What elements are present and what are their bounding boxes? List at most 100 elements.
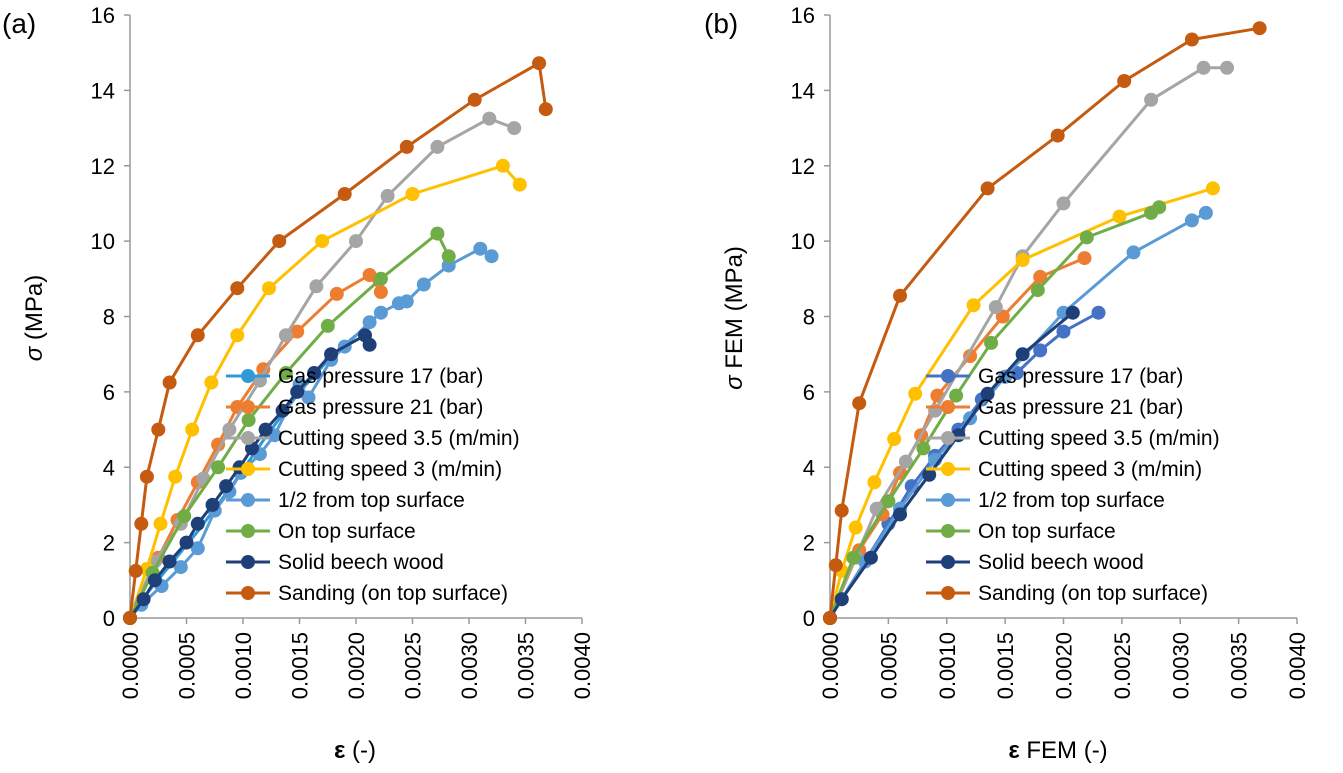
pa-data-point: [123, 611, 137, 625]
pa-legend-label: On top surface: [278, 520, 416, 543]
pb-x-tick-label: 0.0035: [1227, 632, 1252, 699]
pa-x-tick-label: 0.0035: [514, 632, 539, 699]
pa-data-point: [315, 234, 330, 249]
pb-x-tick-label: 0.0000: [818, 632, 843, 699]
panel-a-y-rest: (MPa): [21, 275, 48, 347]
pa-y-tick-label: 14: [91, 78, 115, 103]
pb-data-point: [1030, 283, 1045, 298]
pb-legend-swatch-marker: [941, 493, 955, 507]
pb-data-point: [1112, 209, 1127, 224]
pb-legend-entry: Gas pressure 17 (bar): [926, 365, 1183, 388]
pa-legend-entry: Cutting speed 3 (m/min): [226, 458, 502, 481]
pa-data-point: [190, 516, 205, 531]
panel-b-x-ticks: 0.0000 0.0005 0.0010 0.0015 0.0020 0.0025 0.00…: [818, 618, 1310, 699]
pb-data-point: [1065, 305, 1080, 320]
pa-data-point: [272, 234, 287, 249]
pb-data-point: [1220, 60, 1234, 75]
panel-b-x-title: ε FEM (-): [1008, 737, 1107, 764]
panel-b-y-rest: FEM (MPa): [721, 246, 748, 375]
panel-b-axes: [829, 15, 1297, 619]
pb-legend-entry: On top surface: [926, 520, 1116, 543]
pa-data-point: [362, 337, 377, 352]
pa-data-point: [162, 375, 177, 390]
pb-data-point: [998, 369, 1013, 384]
pb-series-6: [823, 305, 1080, 625]
pa-data-point: [301, 390, 316, 405]
pb-series-7: [823, 21, 1267, 625]
pb-data-point: [988, 300, 1003, 315]
pa-legend-entry: Solid beech wood: [226, 551, 444, 574]
pa-series-line: [128, 61, 548, 619]
pa-data-point: [512, 177, 527, 192]
panel-b-legend: Gas pressure 17 (bar) Gas pressure 21 (ba…: [926, 365, 1220, 605]
panel-b-label: (b): [704, 8, 738, 39]
pa-legend-label: Cutting speed 3 (m/min): [278, 458, 502, 481]
pa-legend-label: Gas pressure 17 (bar): [278, 365, 483, 388]
pb-legend-swatch-marker: [941, 462, 955, 476]
pb-data-point: [846, 550, 861, 565]
panel-a-x-title: ε (-): [334, 737, 376, 764]
pa-data-point: [380, 188, 395, 203]
pb-series-line: [828, 186, 1214, 619]
pa-data-point: [230, 328, 245, 343]
pb-data-point: [1033, 269, 1048, 284]
pb-y-tick-label: 0: [803, 606, 815, 631]
pa-y-tick-label: 0: [103, 606, 115, 631]
pb-legend-label: Cutting speed 3 (m/min): [978, 458, 1202, 481]
pa-data-point: [399, 294, 414, 309]
pa-data-point: [507, 121, 522, 136]
pa-legend-entry: Gas pressure 21 (bar): [226, 396, 483, 419]
pa-series-3: [123, 158, 527, 625]
pa-data-point: [349, 234, 363, 249]
pa-legend-label: Solid beech wood: [278, 551, 444, 574]
pa-legend-label: Gas pressure 21 (bar): [278, 396, 483, 419]
pb-data-point: [1033, 343, 1048, 358]
pa-data-point: [309, 279, 324, 294]
pb-data-point: [881, 494, 896, 509]
pb-legend-entry: 1/2 from top surface: [926, 489, 1165, 512]
panel-a-y-title: σ (MPa): [21, 275, 48, 361]
pa-data-point: [139, 469, 154, 484]
pa-data-point: [538, 102, 553, 117]
pb-data-point: [1252, 21, 1267, 36]
pa-data-point: [441, 249, 456, 264]
panel-a-legend: Gas pressure 17 (bar) Gas pressure 21 (ba…: [226, 365, 520, 605]
pa-data-point: [262, 281, 276, 296]
pa-data-point: [473, 241, 488, 256]
pb-legend-label: Gas pressure 17 (bar): [978, 365, 1183, 388]
pa-x-tick-label: 0.0005: [175, 632, 200, 699]
pa-data-point: [168, 469, 183, 484]
pb-data-point: [823, 611, 837, 625]
pb-data-point: [966, 298, 981, 313]
pb-data-point: [1050, 128, 1065, 143]
pa-data-point: [128, 563, 143, 578]
pa-data-point: [190, 541, 205, 556]
panel-a-y-ticks: 0 2 4 6 8 10 12 14 16: [91, 3, 130, 631]
pa-legend-label: Sanding (on top surface): [278, 582, 508, 605]
pb-data-point: [1056, 196, 1071, 211]
pb-data-point: [1198, 205, 1213, 220]
pa-data-point: [467, 92, 482, 107]
pa-data-point: [399, 139, 414, 154]
panel-b-y-title: σ FEM (MPa): [721, 246, 748, 390]
pa-legend-swatch-marker: [241, 462, 255, 476]
pb-data-point: [1117, 74, 1132, 88]
pa-legend-entry: Cutting speed 3.5 (m/min): [226, 427, 520, 450]
pb-legend-swatch-marker: [941, 431, 955, 445]
pb-legend-label: On top surface: [978, 520, 1116, 543]
pa-legend-swatch-marker: [241, 524, 255, 538]
pa-x-tick-label: 0.0015: [288, 632, 313, 699]
pa-legend-entry: Gas pressure 17 (bar): [226, 365, 483, 388]
pa-y-tick-label: 2: [103, 531, 115, 556]
pb-data-point: [898, 454, 913, 469]
pb-data-point: [984, 335, 999, 350]
pb-legend-label: 1/2 from top surface: [978, 489, 1165, 512]
pa-y-tick-label: 6: [103, 380, 115, 405]
panel-a-label: (a): [2, 8, 36, 39]
pa-series-7: [123, 56, 553, 625]
pb-y-tick-label: 10: [791, 229, 815, 254]
pb-y-tick-label: 4: [803, 455, 815, 480]
pa-y-tick-label: 4: [103, 455, 115, 480]
pb-data-point: [1184, 32, 1199, 47]
